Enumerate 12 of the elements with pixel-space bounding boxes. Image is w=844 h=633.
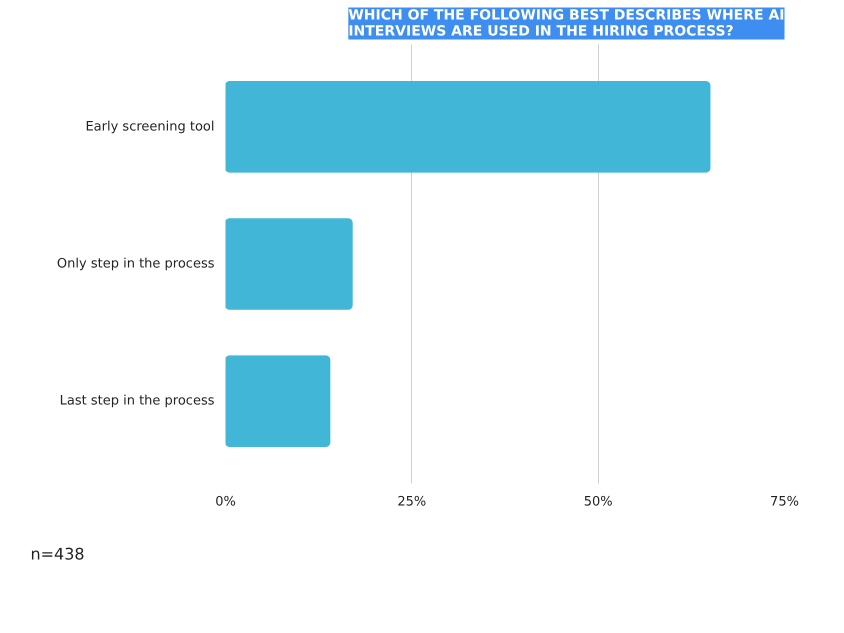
y-tick-label: Early screening tool	[85, 119, 214, 134]
y-tick-label: Last step in the process	[60, 394, 215, 409]
x-tick-label: 0%	[215, 494, 236, 510]
x-tick-label: 75%	[770, 494, 799, 510]
bar	[226, 218, 353, 310]
x-tick-label: 25%	[397, 494, 426, 510]
x-tick-label: 50%	[584, 494, 613, 510]
bar	[226, 355, 330, 447]
text: n=438	[30, 544, 85, 564]
bar	[226, 81, 710, 173]
chart-title: WHICH OF THE FOLLOWING BEST DESCRIBES WHERE AI INTERVIEWS ARE USED IN THE HIRING PROCESS?	[348, 8, 785, 40]
y-tick-label: Only step in the process	[56, 256, 215, 272]
